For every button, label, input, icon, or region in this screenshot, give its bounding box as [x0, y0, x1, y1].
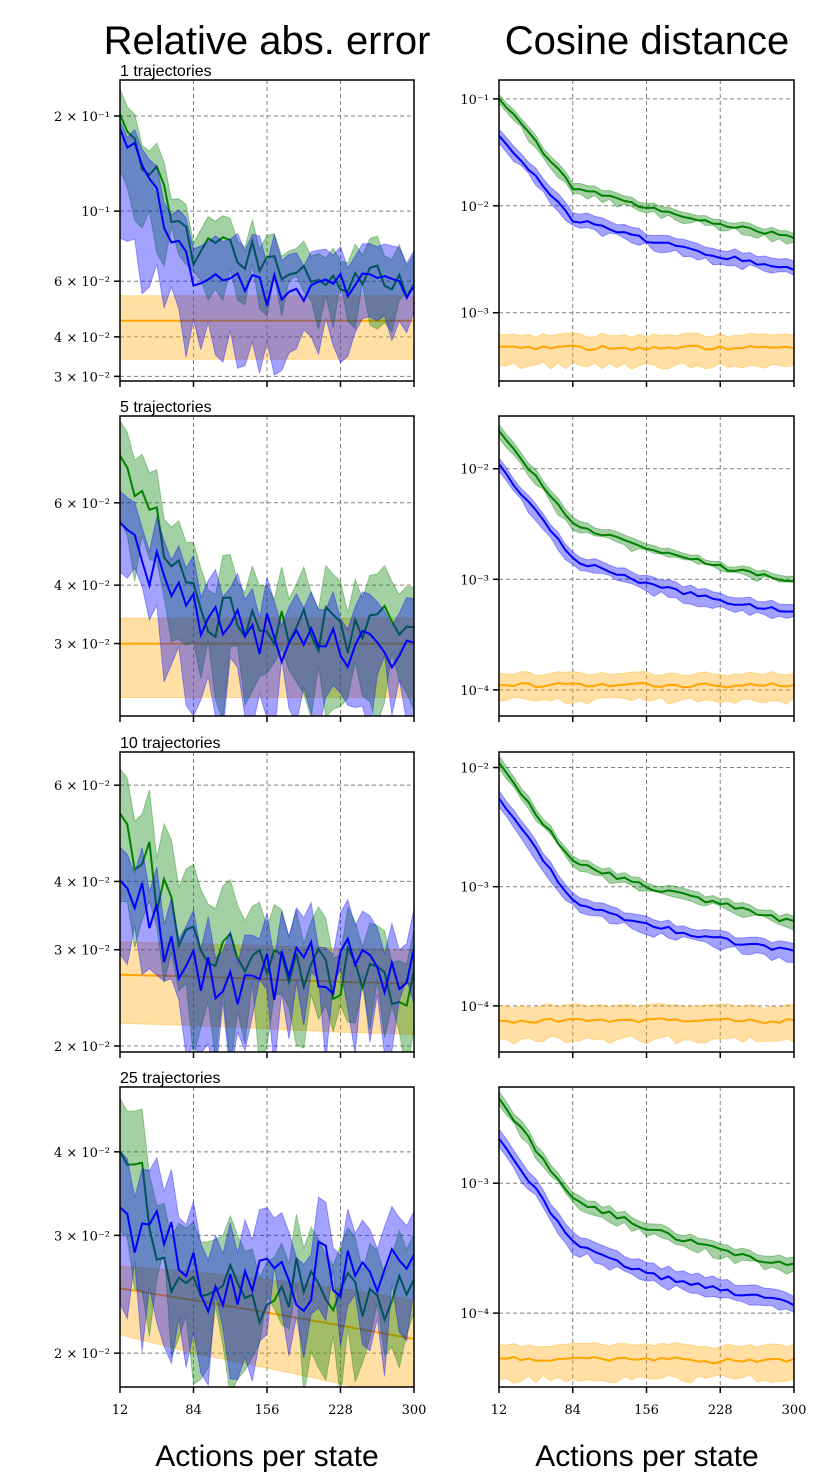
left-column-title: Relative abs. error: [104, 19, 431, 63]
y-tick-label: 3 × 10⁻²: [54, 1229, 110, 1244]
band-blue: [120, 1150, 414, 1387]
y-tick-label: 4 × 10⁻²: [54, 875, 110, 890]
band-green: [120, 1097, 414, 1387]
line-green: [120, 812, 414, 1008]
y-tick-label: 4 × 10⁻²: [54, 331, 110, 346]
y-tick-label: 3 × 10⁻²: [54, 370, 110, 385]
line-blue: [120, 1206, 414, 1315]
panel-rae-5: 6 × 10⁻² 4 × 10⁻² 3 × 10⁻² 5 trajectories: [54, 399, 415, 722]
row-label: 25 trajectories: [120, 1070, 221, 1087]
y-tick-label: 10⁻¹: [460, 93, 489, 108]
band-green: [120, 89, 414, 334]
line-blue: [499, 797, 794, 952]
band-blue: [120, 490, 414, 716]
line-orange: [499, 344, 794, 352]
x-tick-label: 228: [328, 1403, 353, 1418]
x-tick-label: 156: [634, 1403, 659, 1418]
band-blue: [120, 846, 414, 1052]
row-label: 10 trajectories: [120, 735, 221, 752]
panel-rae-1: 2 × 10⁻¹ 10⁻¹ 6 × 10⁻² 4 × 10⁻² 3 × 10⁻² 1 tr…: [54, 63, 415, 387]
y-tick-label: 10⁻³: [460, 307, 489, 322]
plot-area: [499, 1090, 794, 1384]
line-green: [499, 430, 794, 583]
line-blue: [120, 879, 414, 1005]
line-blue: [499, 135, 794, 271]
y-tick-label: 10⁻¹: [81, 205, 110, 220]
y-tick-label: 6 × 10⁻²: [54, 779, 110, 794]
y-tick-label: 2 × 10⁻²: [54, 1347, 110, 1362]
panel-cos-10: 10⁻² 10⁻³ 10⁻⁴: [460, 751, 795, 1058]
y-tick-label: 10⁻⁴: [460, 1307, 489, 1322]
y-tick-label: 3 × 10⁻²: [54, 944, 110, 959]
band-orange: [120, 295, 414, 360]
line-green: [499, 761, 794, 923]
band-orange: [120, 941, 414, 1035]
plot-area: [499, 423, 794, 705]
line-orange: [499, 682, 794, 689]
plot-area: [120, 89, 414, 376]
x-tick-label: 84: [185, 1403, 202, 1418]
band-green: [499, 1090, 794, 1275]
line-green: [499, 1097, 794, 1267]
line-orange: [499, 1017, 794, 1025]
x-tick-label: 12: [112, 1403, 129, 1418]
band-orange: [499, 671, 794, 705]
line-blue: [120, 521, 414, 670]
y-tick-label: 10⁻²: [460, 762, 489, 777]
x-tick-label: 300: [402, 1403, 427, 1418]
y-tick-label: 10⁻³: [460, 881, 489, 896]
band-orange: [499, 1002, 794, 1045]
line-green: [120, 113, 414, 300]
panel-cos-25: 12 84 156 228 300 10⁻³ 10⁻⁴: [460, 1086, 807, 1418]
x-tick-label: 228: [708, 1403, 733, 1418]
y-tick-label: 10⁻³: [460, 1177, 489, 1192]
line-green: [499, 97, 794, 239]
line-orange: [120, 1287, 414, 1340]
band-orange: [499, 1341, 794, 1384]
y-tick-label: 6 × 10⁻²: [54, 275, 110, 290]
right-x-axis-label: Actions per state: [535, 1440, 758, 1473]
y-tick-label: 4 × 10⁻²: [54, 1146, 110, 1161]
band-orange: [120, 617, 414, 698]
plot-area: [499, 93, 794, 370]
right-column-title: Cosine distance: [505, 19, 790, 63]
y-tick-label: 3 × 10⁻²: [54, 638, 110, 653]
y-tick-label: 10⁻²: [460, 200, 489, 215]
y-tick-label: 10⁻⁴: [460, 1000, 489, 1015]
panel-rae-25: 12 84 156 228 300 4 × 10⁻² 3 × 10⁻² 2 × 10⁻² 25 …: [54, 1070, 426, 1418]
y-tick-label: 4 × 10⁻²: [54, 579, 110, 594]
line-blue: [499, 463, 794, 613]
y-tick-label: 10⁻²: [460, 463, 489, 478]
left-x-axis-label: Actions per state: [155, 1440, 378, 1473]
x-tick-label: 300: [782, 1403, 807, 1418]
line-green: [120, 455, 414, 654]
panel-cos-1: 10⁻¹ 10⁻² 10⁻³: [460, 79, 795, 387]
band-orange: [499, 332, 794, 370]
band-blue: [120, 121, 414, 376]
x-tick-label: 156: [255, 1403, 280, 1418]
line-green: [120, 1150, 414, 1326]
line-blue: [499, 1138, 794, 1307]
plot-area: [120, 767, 414, 1052]
plot-area: [120, 1097, 414, 1387]
y-tick-label: 10⁻⁴: [460, 684, 489, 699]
plot-area: [120, 419, 414, 716]
row-label: 5 trajectories: [120, 399, 212, 416]
row-label: 1 trajectories: [120, 63, 212, 80]
line-orange: [499, 1355, 794, 1365]
line-blue: [120, 128, 414, 306]
x-tick-label: 84: [564, 1403, 581, 1418]
plot-area: [499, 755, 794, 1045]
y-tick-label: 6 × 10⁻²: [54, 497, 110, 512]
y-tick-label: 2 × 10⁻¹: [54, 110, 110, 125]
y-tick-label: 2 × 10⁻²: [54, 1040, 110, 1055]
panel-rae-10: 6 × 10⁻² 4 × 10⁻² 3 × 10⁻² 2 × 10⁻² 10 traje…: [54, 735, 415, 1058]
panel-cos-5: 10⁻² 10⁻³ 10⁻⁴: [460, 415, 795, 722]
band-green: [120, 419, 414, 716]
y-tick-label: 10⁻³: [460, 573, 489, 588]
panels: 2 × 10⁻¹ 10⁻¹ 6 × 10⁻² 4 × 10⁻² 3 × 10⁻² 1 tr…: [54, 63, 806, 1418]
band-green: [120, 767, 414, 1052]
x-tick-label: 12: [491, 1403, 508, 1418]
